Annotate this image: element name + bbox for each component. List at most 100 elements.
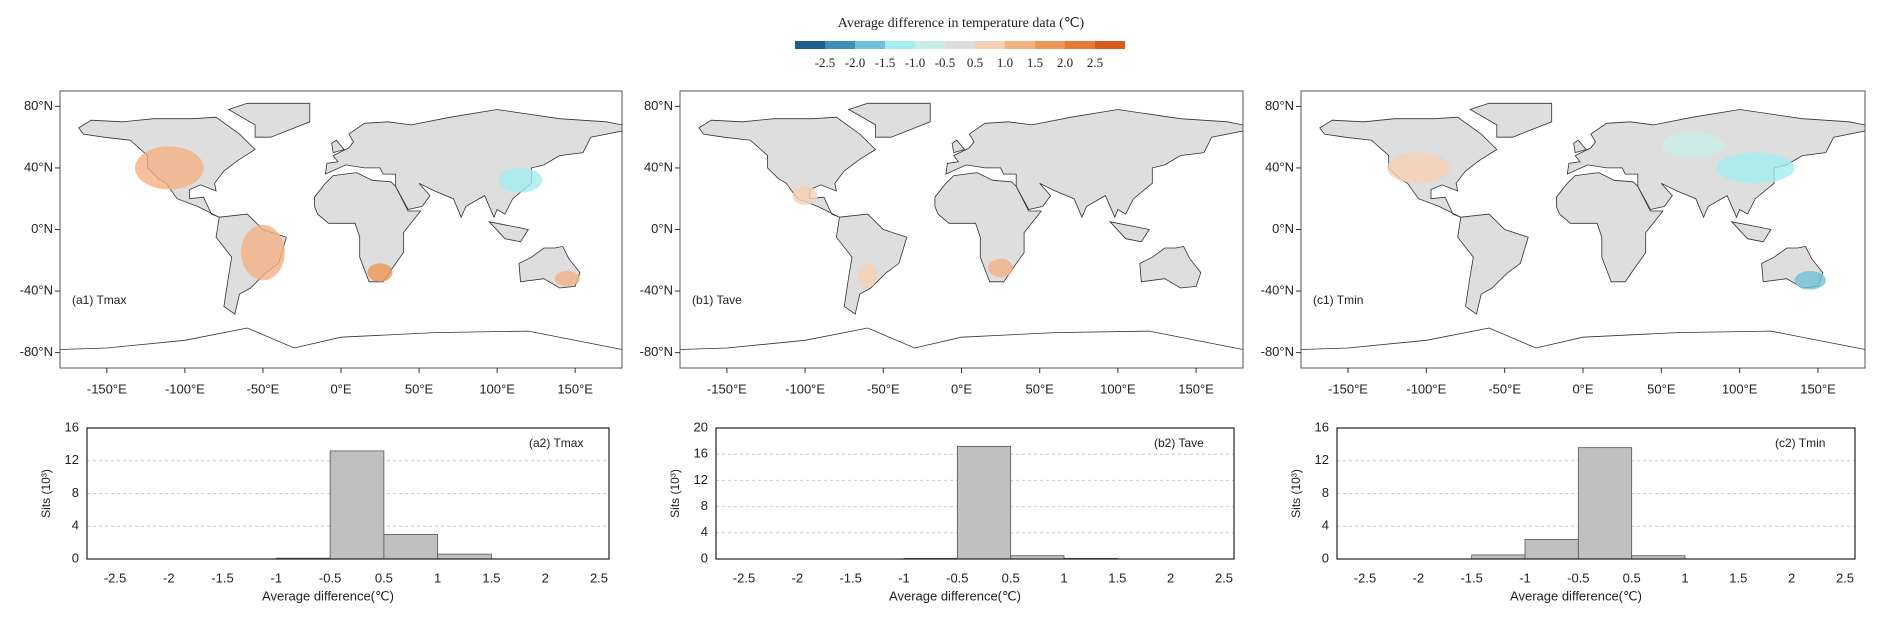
histogram-bar bbox=[956, 445, 1012, 560]
x-axis-label: Average difference(℃) bbox=[1510, 588, 1642, 603]
land bbox=[951, 139, 966, 154]
x-tick-label: -1 bbox=[1519, 570, 1531, 585]
y-tick-label: 40°N bbox=[644, 159, 673, 174]
antarctica-coast bbox=[59, 327, 623, 350]
x-tick-label: 1 bbox=[1060, 570, 1067, 585]
land bbox=[847, 102, 931, 138]
x-tick-label: -2.5 bbox=[104, 570, 126, 585]
x-tick-label: 150°E bbox=[1800, 381, 1836, 396]
x-tick-label: 1.5 bbox=[1108, 570, 1126, 585]
y-tick-label: -40°N bbox=[1261, 282, 1294, 297]
plot-frame bbox=[1336, 427, 1856, 560]
y-tick-label: -80°N bbox=[1261, 344, 1294, 359]
colorbar-tick-label: 1.0 bbox=[997, 55, 1013, 70]
x-tick-label: 100°E bbox=[1722, 381, 1758, 396]
x-tick-label: 0.5 bbox=[1002, 570, 1020, 585]
anomaly-patch bbox=[241, 224, 285, 281]
antarctica-coast bbox=[1300, 327, 1866, 350]
colorbar-tick-label: 2.0 bbox=[1057, 55, 1073, 70]
y-tick-label: 20 bbox=[694, 419, 708, 434]
panel-label: (c2) Tmin bbox=[1775, 436, 1825, 450]
y-tick-label: -40°N bbox=[20, 282, 53, 297]
x-tick-label: -0.5 bbox=[319, 570, 341, 585]
x-axis-label: Average difference(℃) bbox=[262, 588, 394, 603]
colorbar-tick-label: 0.5 bbox=[967, 55, 983, 70]
colorbar-swatch bbox=[795, 41, 825, 49]
histogram-bar bbox=[329, 450, 385, 560]
y-tick-label: 0°N bbox=[1272, 221, 1294, 236]
y-tick-label: 16 bbox=[65, 419, 79, 434]
land bbox=[331, 139, 345, 154]
anomaly-patch bbox=[367, 263, 393, 282]
x-tick-label: -1 bbox=[271, 570, 283, 585]
colorbar-tick-label: 2.5 bbox=[1087, 55, 1103, 70]
y-tick-label: 12 bbox=[1315, 452, 1329, 467]
y-tick-label: 0 bbox=[1322, 550, 1329, 565]
colorbar-tick-label: -0.5 bbox=[935, 55, 956, 70]
x-tick-label: 150°E bbox=[1178, 381, 1214, 396]
colorbar-swatch bbox=[885, 41, 915, 49]
colorbar-tick-label: -1.5 bbox=[875, 55, 896, 70]
colorbar-swatch bbox=[975, 41, 1005, 49]
colorbar-swatch bbox=[825, 41, 855, 49]
anomaly-patch bbox=[858, 263, 878, 288]
colorbar-tick-label: 1.5 bbox=[1027, 55, 1043, 70]
anomaly-patch bbox=[498, 167, 543, 193]
x-tick-label: -1 bbox=[898, 570, 910, 585]
plot-frame bbox=[86, 427, 610, 560]
x-tick-label: 1.5 bbox=[482, 570, 500, 585]
anomaly-patch bbox=[988, 258, 1014, 278]
y-tick-label: 12 bbox=[694, 472, 708, 487]
panel-label: (c1) Tmin bbox=[1313, 293, 1363, 307]
x-tick-label: 50°E bbox=[1026, 381, 1055, 396]
land bbox=[1139, 245, 1202, 289]
y-tick-label: 8 bbox=[701, 498, 708, 513]
x-tick-label: -100°E bbox=[165, 381, 205, 396]
panel-label: (b2) Tave bbox=[1154, 436, 1204, 450]
y-tick-label: 0 bbox=[72, 550, 79, 565]
plot-frame bbox=[715, 427, 1235, 560]
y-tick-label: 4 bbox=[701, 524, 708, 539]
anomaly-patch bbox=[134, 146, 204, 190]
land bbox=[1556, 172, 1664, 283]
land bbox=[1457, 213, 1529, 315]
colorbar-swatch bbox=[1095, 41, 1125, 49]
colorbar-title: Average difference in temperature data (… bbox=[838, 16, 1085, 31]
x-tick-label: 150°E bbox=[557, 381, 593, 396]
panel-label: (b1) Tave bbox=[692, 293, 742, 307]
y-axis-label: Sits (10³) bbox=[668, 469, 682, 518]
colorbar-tick-label: -2.0 bbox=[845, 55, 866, 70]
panel-label: (a2) Tmax bbox=[529, 436, 583, 450]
x-tick-label: -50°E bbox=[867, 381, 900, 396]
x-tick-label: -2 bbox=[1413, 570, 1425, 585]
histogram-bar bbox=[1524, 538, 1579, 560]
x-tick-label: 50°E bbox=[1647, 381, 1676, 396]
y-tick-label: 8 bbox=[72, 485, 79, 500]
y-tick-label: 0 bbox=[701, 550, 708, 565]
x-tick-label: 2.5 bbox=[590, 570, 608, 585]
land bbox=[488, 221, 529, 243]
anomaly-patch bbox=[1661, 132, 1724, 158]
x-tick-label: -0.5 bbox=[946, 570, 968, 585]
x-tick-label: 1 bbox=[1681, 570, 1688, 585]
x-tick-label: 0.5 bbox=[1623, 570, 1641, 585]
colorbar-tick-label: -2.5 bbox=[815, 55, 836, 70]
x-tick-label: -150°E bbox=[87, 381, 127, 396]
x-tick-label: -2.5 bbox=[1354, 570, 1376, 585]
y-tick-label: 80°N bbox=[1265, 98, 1294, 113]
anomaly-patch bbox=[1716, 152, 1795, 184]
x-tick-label: 100°E bbox=[1100, 381, 1136, 396]
anomaly-patch bbox=[1794, 271, 1826, 290]
y-axis-label: Sits (10³) bbox=[1289, 469, 1303, 518]
antarctica-coast bbox=[679, 327, 1244, 350]
anomaly-patch bbox=[1387, 152, 1450, 184]
x-tick-label: 50°E bbox=[405, 381, 434, 396]
land bbox=[1108, 221, 1150, 243]
y-tick-label: 40°N bbox=[1265, 159, 1294, 174]
land bbox=[835, 213, 908, 315]
colorbar-swatch bbox=[1035, 41, 1065, 49]
x-tick-label: 2 bbox=[1167, 570, 1174, 585]
land bbox=[1573, 139, 1587, 154]
x-tick-label: -2.5 bbox=[733, 570, 755, 585]
y-tick-label: 16 bbox=[1315, 419, 1329, 434]
